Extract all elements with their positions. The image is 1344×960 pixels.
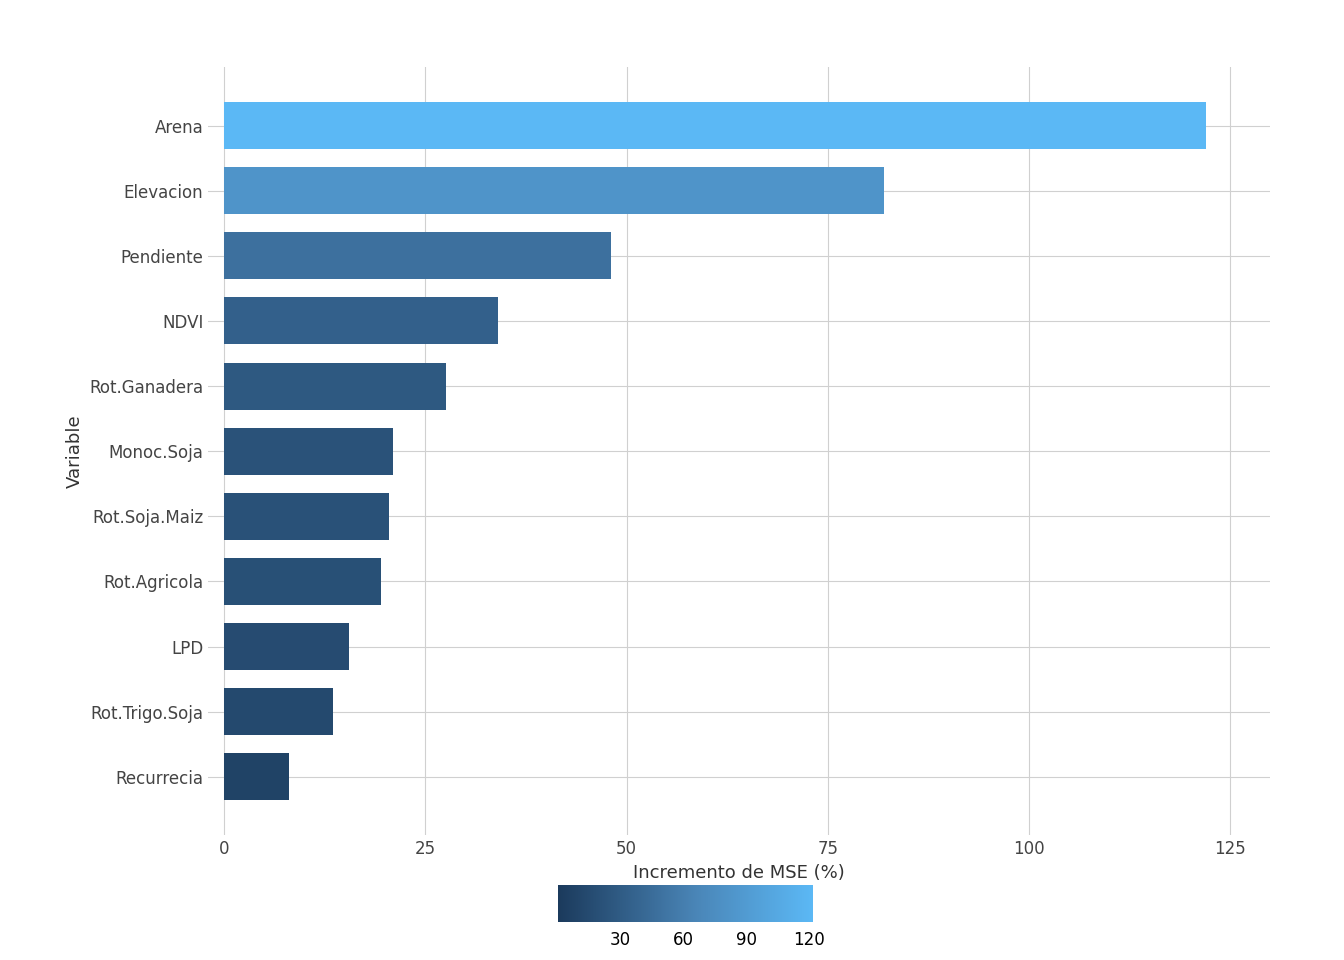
Bar: [224, 492, 390, 540]
Bar: [224, 298, 497, 345]
Bar: [224, 363, 446, 410]
Bar: [224, 558, 382, 605]
Bar: [224, 623, 349, 670]
X-axis label: Incremento de MSE (%): Incremento de MSE (%): [633, 864, 845, 881]
Bar: [224, 232, 610, 279]
Bar: [224, 428, 394, 474]
Bar: [224, 754, 289, 801]
Bar: [224, 102, 1206, 149]
Bar: [224, 167, 884, 214]
Y-axis label: Variable: Variable: [66, 415, 83, 488]
Bar: [224, 688, 333, 735]
